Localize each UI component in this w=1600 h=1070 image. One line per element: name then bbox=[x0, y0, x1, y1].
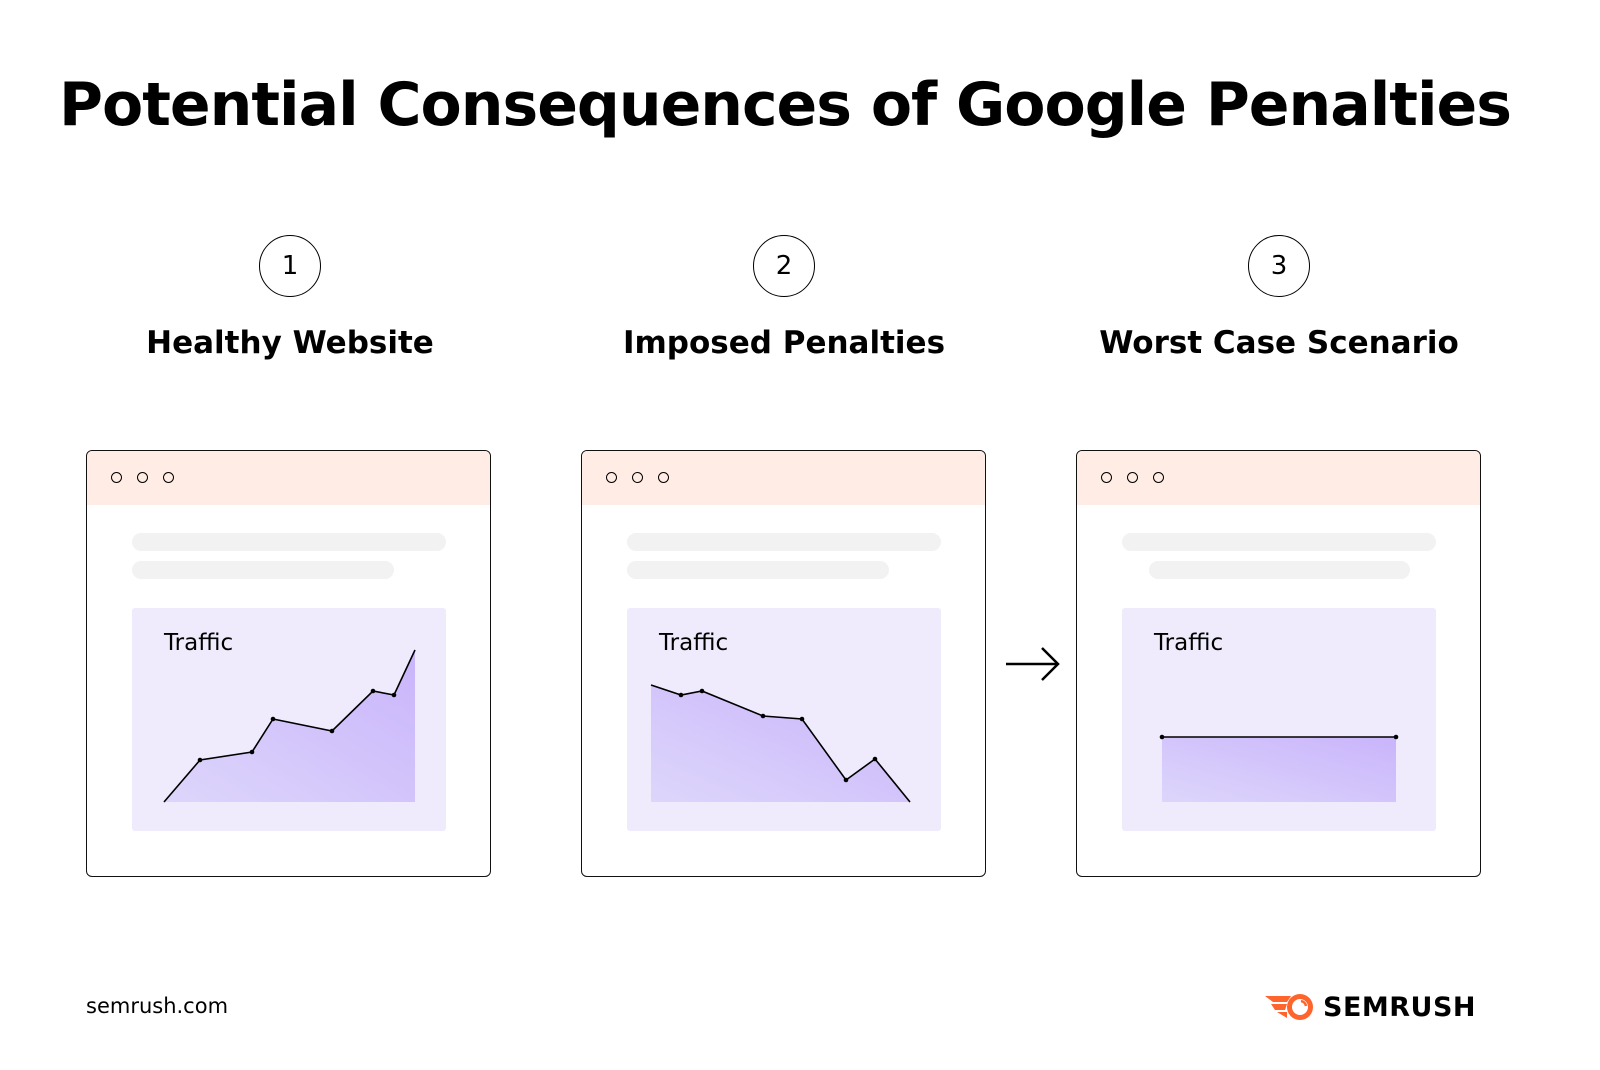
placeholder-line bbox=[1149, 561, 1410, 579]
window-dot-icon bbox=[632, 472, 643, 483]
footer-url: semrush.com bbox=[86, 994, 229, 1018]
step-label: Imposed Penalties bbox=[622, 325, 946, 361]
window-title-bar bbox=[1077, 451, 1480, 505]
step-1: 1 Healthy Website bbox=[90, 235, 490, 361]
traffic-point bbox=[391, 692, 397, 698]
placeholder-line bbox=[627, 561, 889, 579]
window-title-bar bbox=[87, 451, 490, 505]
placeholder-line bbox=[627, 533, 941, 551]
traffic-point bbox=[249, 749, 255, 755]
traffic-point bbox=[760, 713, 766, 719]
traffic-point bbox=[872, 756, 878, 762]
traffic-line bbox=[163, 649, 416, 803]
window-dot-icon bbox=[606, 472, 617, 483]
traffic-area bbox=[1162, 737, 1396, 802]
traffic-chart-graphic bbox=[650, 684, 911, 803]
step-label: Healthy Website bbox=[146, 325, 434, 361]
traffic-area bbox=[651, 685, 910, 802]
window-dot-icon bbox=[163, 472, 174, 483]
traffic-chart-graphic bbox=[1159, 734, 1399, 802]
window-dot-icon bbox=[111, 472, 122, 483]
traffic-point bbox=[843, 777, 849, 783]
traffic-point bbox=[1393, 734, 1399, 740]
placeholder-line bbox=[132, 533, 446, 551]
step-3: 3 Worst Case Scenario bbox=[1079, 235, 1479, 361]
window-dot-icon bbox=[1127, 472, 1138, 483]
window-dot-icon bbox=[137, 472, 148, 483]
window-dot-icon bbox=[1153, 472, 1164, 483]
semrush-logo-icon bbox=[1265, 994, 1313, 1020]
traffic-point bbox=[197, 757, 203, 763]
step-number: 3 bbox=[1248, 235, 1310, 297]
page-title: Potential Consequences of Google Penalti… bbox=[59, 70, 1512, 140]
traffic-chart: Traffic bbox=[132, 608, 446, 831]
chart-label: Traffic bbox=[659, 630, 729, 656]
placeholder-line bbox=[1122, 533, 1436, 551]
traffic-point bbox=[270, 716, 276, 722]
step-label: Worst Case Scenario bbox=[1099, 325, 1459, 361]
traffic-point bbox=[370, 688, 376, 694]
browser-window-penalties: Traffic bbox=[581, 450, 986, 877]
traffic-point bbox=[699, 688, 705, 694]
window-dot-icon bbox=[658, 472, 669, 483]
traffic-chart: Traffic bbox=[627, 608, 941, 831]
traffic-point bbox=[1159, 734, 1165, 740]
traffic-point bbox=[678, 692, 684, 698]
traffic-point bbox=[329, 728, 335, 734]
chart-label: Traffic bbox=[164, 630, 234, 656]
traffic-chart: Traffic bbox=[1122, 608, 1436, 831]
traffic-line bbox=[650, 684, 911, 803]
window-dot-icon bbox=[1101, 472, 1112, 483]
traffic-point bbox=[799, 716, 805, 722]
arrow-right-icon bbox=[1006, 647, 1060, 681]
step-number: 1 bbox=[259, 235, 321, 297]
semrush-logo: SEMRUSH bbox=[1265, 990, 1476, 1024]
brand-name: SEMRUSH bbox=[1323, 991, 1477, 1023]
chart-label: Traffic bbox=[1154, 630, 1224, 656]
step-2: 2 Imposed Penalties bbox=[584, 235, 984, 361]
traffic-area bbox=[164, 650, 415, 802]
placeholder-line bbox=[132, 561, 394, 579]
browser-window-healthy: Traffic bbox=[86, 450, 491, 877]
window-title-bar bbox=[582, 451, 985, 505]
step-number: 2 bbox=[753, 235, 815, 297]
browser-window-worst-case: Traffic bbox=[1076, 450, 1481, 877]
traffic-chart-graphic bbox=[163, 649, 416, 803]
